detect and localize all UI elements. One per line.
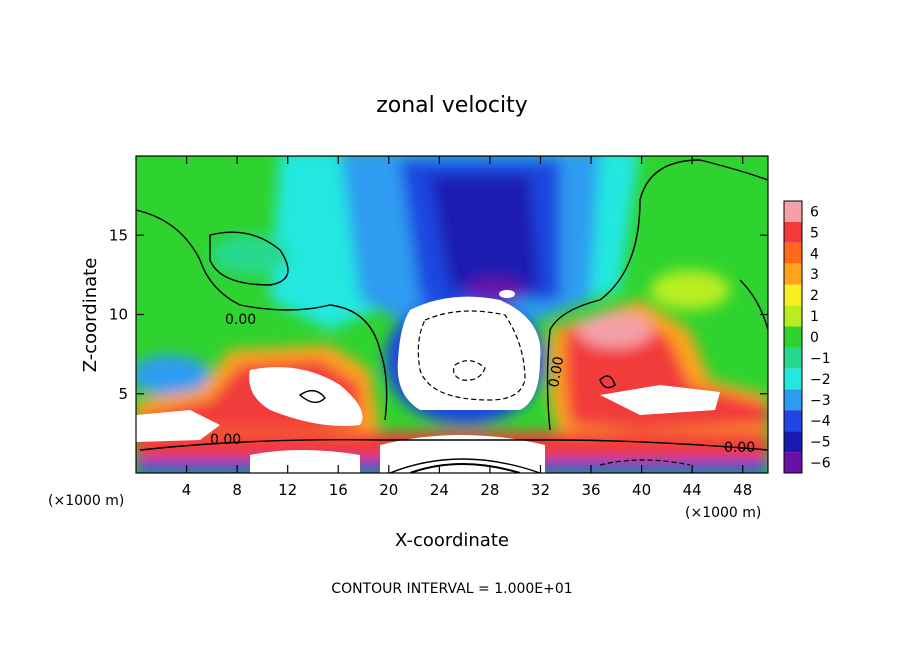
x-axis: 4 8 12 16 20 24 28 32 36 40 44 48 <box>182 156 752 499</box>
x-tick-label: 8 <box>232 481 242 499</box>
y-axis-label: Z-coordinate <box>80 258 101 373</box>
x-tick-label: 44 <box>683 481 702 499</box>
contour-label: 0.00 <box>724 440 755 456</box>
contour-label: 0.00 <box>546 355 567 388</box>
colorbar-label: 2 <box>810 288 819 304</box>
colorbar-label: −4 <box>810 414 831 430</box>
colorbar-swatch <box>784 305 802 327</box>
colorbar-label: −2 <box>810 372 831 388</box>
colorbar-swatch <box>784 368 802 390</box>
x-axis-label: X-coordinate <box>395 530 509 551</box>
y-tick-label: 5 <box>118 385 128 403</box>
x-tick-label: 16 <box>329 481 348 499</box>
x-tick-label: 32 <box>531 481 550 499</box>
colorbar-swatch <box>784 431 802 453</box>
x-tick-label: 4 <box>182 481 192 499</box>
colorbar-label: −1 <box>810 351 831 367</box>
contour-label-group: 0.00 0.00 0.00 0.00 <box>210 312 755 456</box>
y-tick-label: 10 <box>109 306 128 324</box>
colorbar-swatch <box>784 326 802 348</box>
x-tick-label: 12 <box>278 481 297 499</box>
colorbar-label: 6 <box>810 204 819 220</box>
colorbar-swatch <box>784 452 802 473</box>
colorbar-label: 1 <box>810 309 819 325</box>
colorbar-label: −6 <box>810 456 831 472</box>
chart-title: zonal velocity <box>376 93 528 118</box>
contour-label: 0.00 <box>225 312 256 328</box>
x-tick-label: 40 <box>632 481 651 499</box>
colorbar-label: 3 <box>810 267 819 283</box>
colorbar-swatch <box>784 284 802 306</box>
contour-interval-note: CONTOUR INTERVAL = 1.000E+01 <box>331 581 572 597</box>
colorbar-swatch <box>784 201 802 222</box>
colorbar-swatch <box>784 410 802 432</box>
colorbar-label: −5 <box>810 435 831 451</box>
colorbar: 6 5 4 3 2 1 0 −1 −2 −3 −4 −5 −6 <box>783 200 831 474</box>
x-tick-label: 36 <box>581 481 600 499</box>
x-unit-left: (×1000 m) <box>48 493 124 509</box>
colorbar-label: 4 <box>810 246 819 262</box>
colorbar-label: 0 <box>810 330 819 346</box>
colorbar-label: 5 <box>810 225 819 241</box>
colorbar-swatch <box>784 221 802 243</box>
velocity-field <box>136 156 768 473</box>
contour-label: 0.00 <box>210 432 241 448</box>
colorbar-swatch <box>784 263 802 285</box>
x-tick-label: 48 <box>733 481 752 499</box>
x-tick-label: 28 <box>480 481 499 499</box>
y-tick-label: 15 <box>109 226 128 244</box>
x-tick-label: 24 <box>430 481 449 499</box>
x-tick-label: 20 <box>379 481 398 499</box>
colorbar-frame <box>783 200 803 474</box>
y-axis: 5 10 15 <box>109 226 768 403</box>
x-unit-right: (×1000 m) <box>685 505 761 521</box>
colorbar-swatch <box>784 242 802 264</box>
colorbar-label: −3 <box>810 393 831 409</box>
colorbar-swatch <box>784 347 802 369</box>
colorbar-swatch <box>784 389 802 411</box>
